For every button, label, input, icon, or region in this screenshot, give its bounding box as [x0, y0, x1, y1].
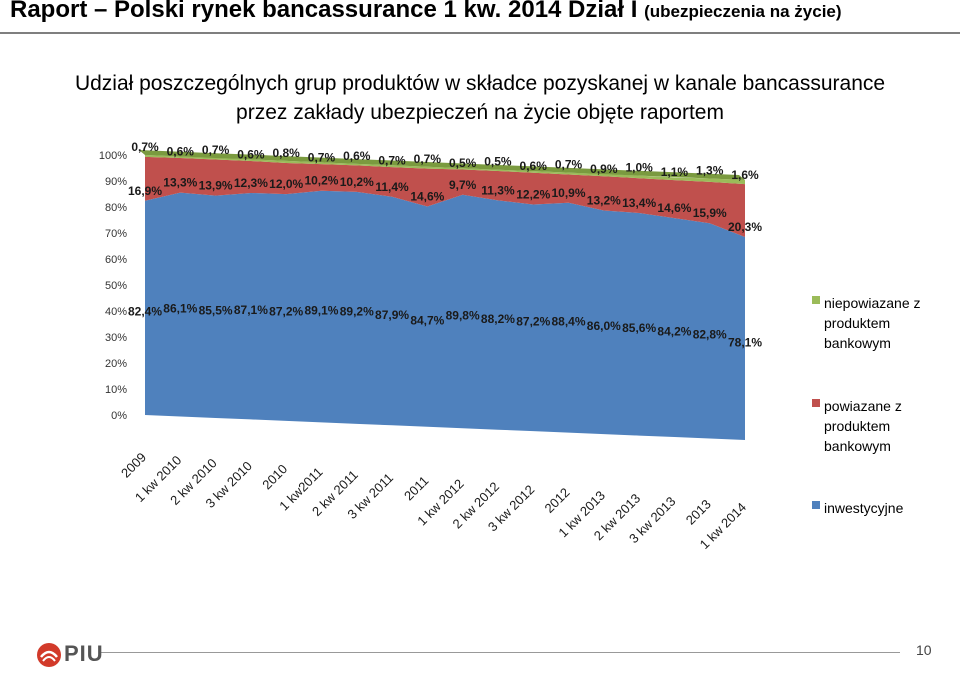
footer-divider [100, 652, 900, 653]
data-label-inwestycyjne: 87,9% [375, 308, 409, 322]
area-series-1 [145, 156, 745, 237]
piu-logo-icon [37, 643, 61, 667]
data-label-powiazane: 15,9% [693, 206, 727, 220]
data-label-inwestycyjne: 86,0% [587, 319, 621, 333]
y-tick-label: 90% [105, 176, 127, 188]
slide-title-main: Raport – Polski rynek bancassurance 1 kw… [10, 0, 638, 23]
data-label-inwestycyjne: 85,6% [622, 321, 656, 335]
legend-label-niepowiazane-3: bankowym [824, 335, 891, 351]
area-top-face [139, 150, 745, 180]
y-tick-label: 20% [105, 358, 127, 370]
data-label-inwestycyjne: 87,1% [234, 303, 268, 317]
data-label-powiazane: 20,3% [728, 220, 762, 234]
data-label-powiazane: 9,7% [449, 178, 477, 192]
data-label-inwestycyjne: 88,2% [481, 312, 515, 326]
legend-label-powiazane-1: powiazane z [824, 398, 902, 414]
data-label-niepowiazane: 0,7% [378, 153, 406, 167]
chart-subtitle-line2: przez zakłady ubezpieczeń na życie objęt… [236, 101, 724, 124]
y-tick-label: 30% [105, 332, 127, 344]
data-label-inwestycyjne: 89,8% [446, 308, 480, 322]
data-label-powiazane: 13,9% [199, 179, 233, 193]
data-label-niepowiazane: 0,6% [520, 159, 548, 173]
data-label-powiazane: 13,4% [622, 196, 656, 210]
legend-item-powiazane: powiazane z produktem bankowym [812, 396, 952, 456]
data-label-niepowiazane: 0,7% [202, 143, 230, 157]
legend-item-niepowiazane: niepowiazane z produktem bankowym [812, 293, 952, 353]
slide-title: Raport – Polski rynek bancassurance 1 kw… [10, 0, 842, 24]
data-label-powiazane: 13,3% [163, 176, 197, 190]
data-label-inwestycyjne: 85,5% [199, 304, 233, 318]
data-label-inwestycyjne: 78,1% [728, 335, 762, 349]
page-number: 10 [916, 642, 932, 658]
y-tick-label: 70% [105, 228, 127, 240]
data-label-powiazane: 10,2% [304, 174, 338, 188]
legend-swatch-inwestycyjne [812, 501, 820, 509]
y-tick-label: 80% [105, 202, 127, 214]
data-label-inwestycyjne: 89,2% [340, 305, 374, 319]
legend-label-niepowiazane-2: produktem [824, 315, 891, 331]
data-label-inwestycyjne: 87,2% [269, 304, 303, 318]
legend-label-powiazane-2: produktem [824, 418, 891, 434]
data-label-powiazane: 13,2% [587, 194, 621, 208]
y-tick-label: 0% [111, 410, 127, 422]
data-label-niepowiazane: 0,6% [237, 147, 265, 161]
data-label-inwestycyjne: 84,7% [410, 313, 444, 327]
data-label-niepowiazane: 0,6% [343, 149, 371, 163]
x-tick-label: 2009 [118, 450, 149, 481]
data-label-inwestycyjne: 88,4% [552, 315, 586, 329]
data-label-niepowiazane: 0,7% [308, 150, 336, 164]
legend-item-inwestycyjne: inwestycyjne [812, 498, 952, 518]
y-tick-label: 50% [105, 280, 127, 292]
piu-logo-text: PIU [64, 641, 104, 666]
data-label-inwestycyjne: 86,1% [163, 301, 197, 315]
data-label-powiazane: 10,2% [340, 175, 374, 189]
x-tick-label: 2013 [683, 497, 714, 528]
data-label-niepowiazane: 0,5% [449, 156, 477, 170]
data-label-niepowiazane: 1,3% [696, 164, 724, 178]
legend-label-powiazane-3: bankowym [824, 438, 891, 454]
y-tick-label: 40% [105, 306, 127, 318]
data-label-niepowiazane: 0,6% [167, 144, 195, 158]
chart-subtitle-line1: Udział poszczególnych grup produktów w s… [74, 72, 886, 95]
data-label-inwestycyjne: 82,8% [693, 328, 727, 342]
data-label-powiazane: 14,6% [410, 190, 444, 204]
data-label-niepowiazane: 0,9% [590, 162, 618, 176]
y-tick-label: 10% [105, 384, 127, 396]
legend-swatch-niepowiazane [812, 296, 820, 304]
data-label-powiazane: 16,9% [128, 184, 162, 198]
legend-swatch-powiazane [812, 399, 820, 407]
data-label-powiazane: 12,3% [234, 176, 268, 190]
data-label-niepowiazane: 0,8% [272, 146, 300, 160]
data-label-inwestycyjne: 84,2% [657, 324, 691, 338]
data-label-powiazane: 11,4% [375, 180, 409, 194]
data-label-inwestycyjne: 87,2% [516, 315, 550, 329]
data-label-niepowiazane: 1,0% [625, 161, 653, 175]
area-series-2 [145, 155, 745, 185]
data-label-powiazane: 14,6% [657, 201, 691, 215]
data-label-niepowiazane: 1,1% [661, 165, 689, 179]
data-label-niepowiazane: 0,7% [131, 140, 159, 154]
area-series-0 [145, 190, 745, 440]
data-label-inwestycyjne: 82,4% [128, 305, 162, 319]
x-tick-label: 2011 [401, 473, 431, 503]
data-label-niepowiazane: 0,7% [414, 152, 442, 166]
x-tick-label: 2012 [542, 485, 573, 516]
x-tick-label: 2010 [259, 461, 290, 492]
data-label-powiazane: 12,2% [516, 187, 550, 201]
data-label-powiazane: 12,0% [269, 177, 303, 191]
y-tick-label: 60% [105, 254, 127, 266]
data-label-niepowiazane: 0,7% [555, 158, 583, 172]
data-label-niepowiazane: 0,5% [484, 155, 512, 169]
slide-title-sub: (ubezpieczenia na życie) [644, 2, 842, 21]
data-label-powiazane: 10,9% [552, 186, 586, 200]
data-label-inwestycyjne: 89,1% [304, 303, 338, 317]
y-tick-label: 100% [99, 150, 127, 162]
data-label-powiazane: 11,3% [481, 183, 515, 197]
legend-label-inwestycyjne: inwestycyjne [824, 500, 904, 516]
legend-label-niepowiazane-1: niepowiazane z [824, 295, 921, 311]
title-divider [0, 32, 960, 34]
data-label-niepowiazane: 1,6% [731, 168, 759, 182]
